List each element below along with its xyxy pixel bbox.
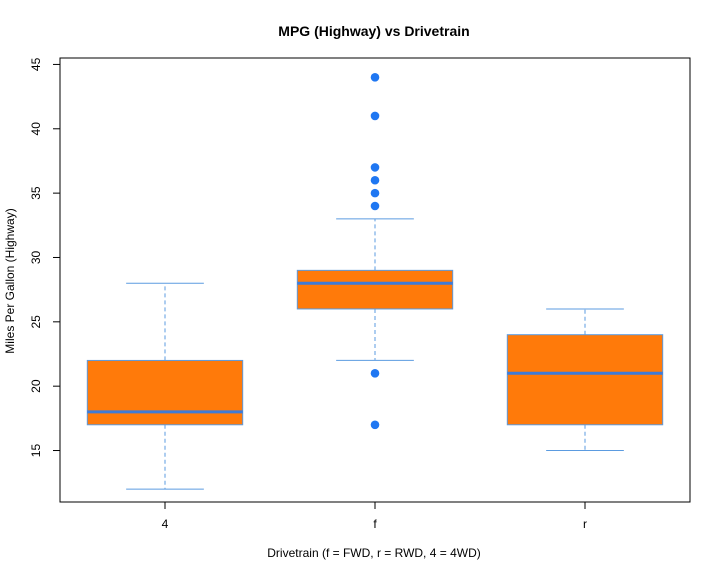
box-group-4 — [86, 282, 244, 490]
x-tick-label: f — [373, 517, 377, 531]
chart-title: MPG (Highway) vs Drivetrain — [278, 23, 469, 39]
x-axis: 4 f r — [162, 502, 587, 531]
y-axis-label: Miles Per Gallon (Highway) — [3, 208, 17, 353]
y-tick-label: 30 — [29, 250, 43, 264]
x-tick-label: r — [583, 517, 587, 531]
outlier-point — [370, 73, 380, 82]
box-group-r — [506, 308, 664, 452]
outlier-point — [370, 188, 380, 198]
y-tick-label: 20 — [29, 379, 43, 393]
iqr-box — [296, 269, 454, 310]
x-axis-label: Drivetrain (f = FWD, r = RWD, 4 = 4WD) — [267, 546, 480, 560]
y-tick-label: 15 — [29, 444, 43, 458]
y-axis: 15 20 25 30 35 40 45 — [29, 57, 60, 457]
outlier-point — [370, 111, 380, 121]
y-tick-label: 35 — [29, 186, 43, 200]
iqr-box — [86, 359, 244, 426]
outlier-point — [370, 175, 380, 185]
iqr-box — [506, 334, 664, 426]
outlier-point — [370, 201, 380, 211]
y-tick-label: 25 — [29, 315, 43, 329]
y-tick-label: 40 — [29, 122, 43, 136]
y-tick-label: 45 — [29, 57, 43, 71]
outlier-point — [370, 163, 380, 172]
boxes-layer — [86, 73, 664, 490]
box-group-f — [296, 73, 454, 430]
outlier-point — [370, 420, 380, 430]
x-tick-label: 4 — [162, 517, 169, 531]
outlier-point — [370, 369, 380, 378]
